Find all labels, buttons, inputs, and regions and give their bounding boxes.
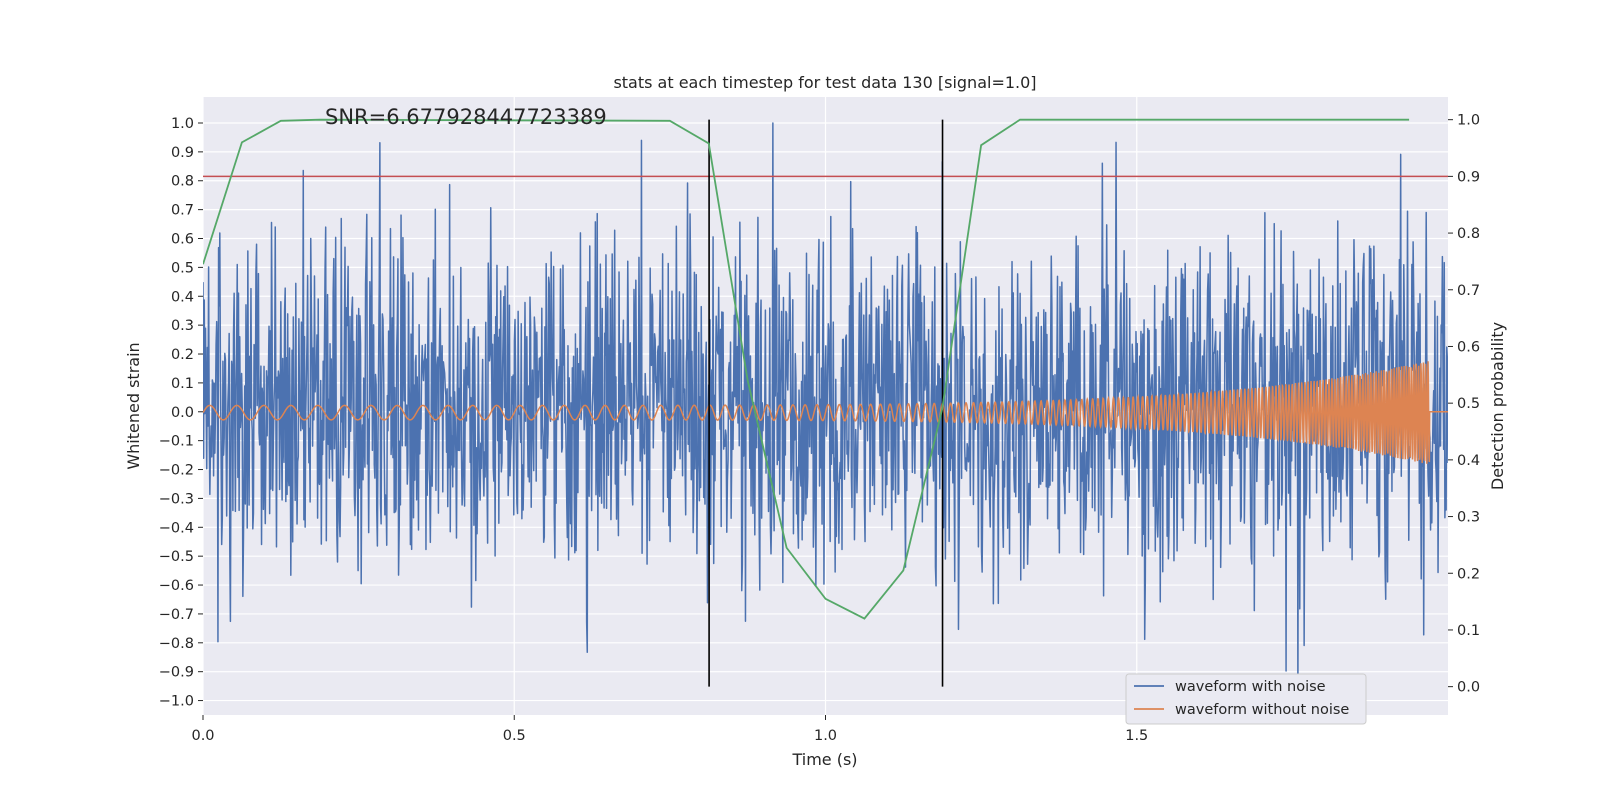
y-left-tick-label: −0.9 [159, 665, 194, 681]
y-right-tick-label: 0.8 [1457, 226, 1480, 242]
y-left-tick-label: −0.7 [159, 607, 194, 623]
legend-box [1125, 673, 1367, 725]
y-left-tick-label: −0.3 [159, 491, 194, 507]
snr-annotation: SNR=6.677928447723389 [325, 105, 607, 129]
y-left-tick-label: 0.7 [171, 203, 194, 219]
y-left-tick-label: 0.6 [171, 232, 194, 248]
x-tick-label: 0.0 [191, 728, 214, 744]
y-right-tick-label: 0.6 [1457, 339, 1480, 355]
y-left-tick-label: −0.6 [159, 578, 194, 594]
y-left-tick-label: −0.2 [159, 463, 194, 479]
y-left-tick-label: −1.0 [159, 694, 194, 710]
y-left-tick-label: −0.5 [159, 549, 194, 565]
y-right-tick-label: 0.4 [1457, 453, 1480, 469]
y-left-tick-label: 0.1 [171, 376, 194, 392]
x-tick-label: 1.0 [814, 728, 837, 744]
y-left-tick-label: 0.5 [171, 260, 194, 276]
y-right-tick-label: 0.5 [1457, 396, 1480, 412]
y-left-tick-label: 0.8 [171, 174, 194, 190]
y-right-tick-label: 0.0 [1457, 680, 1480, 696]
legend: waveform with noise waveform without noi… [1125, 673, 1367, 725]
series-waveform-without-noise [203, 361, 1448, 464]
y-left-tick-label: −0.1 [159, 434, 194, 450]
x-axis-label: Time (s) [791, 750, 857, 769]
y-left-tick-label: 0.0 [171, 405, 194, 421]
y-left-tick-label: 0.3 [171, 318, 194, 334]
x-tick-label: 0.5 [503, 728, 526, 744]
y-left-tick-label: 0.2 [171, 347, 194, 363]
y-left-tick-label: −0.8 [159, 636, 194, 652]
y-axis-label-left: Whitened strain [124, 342, 143, 469]
y-left-tick-label: 1.0 [171, 116, 194, 132]
y-right-tick-label: 1.0 [1457, 113, 1480, 129]
y-left-tick-label: 0.4 [171, 289, 194, 305]
y-right-tick-label: 0.3 [1457, 510, 1480, 526]
y-right-tick-label: 0.7 [1457, 283, 1480, 299]
series-detection-probability [203, 118, 1410, 620]
legend-label-clean: waveform without noise [1175, 702, 1349, 718]
series-waveform-with-noise [203, 122, 1448, 702]
y-left-tick-label: −0.4 [159, 520, 194, 536]
y-right-tick-label: 0.9 [1457, 169, 1480, 185]
legend-label-noise: waveform with noise [1175, 679, 1326, 695]
y-right-tick-label: 0.2 [1457, 566, 1480, 582]
y-left-tick-label: 0.9 [171, 145, 194, 161]
x-tick-label: 1.5 [1125, 728, 1148, 744]
chart-title: stats at each timestep for test data 130… [613, 73, 1036, 92]
y-right-tick-label: 0.1 [1457, 623, 1480, 639]
y-axis-label-right: Detection probability [1488, 322, 1507, 490]
